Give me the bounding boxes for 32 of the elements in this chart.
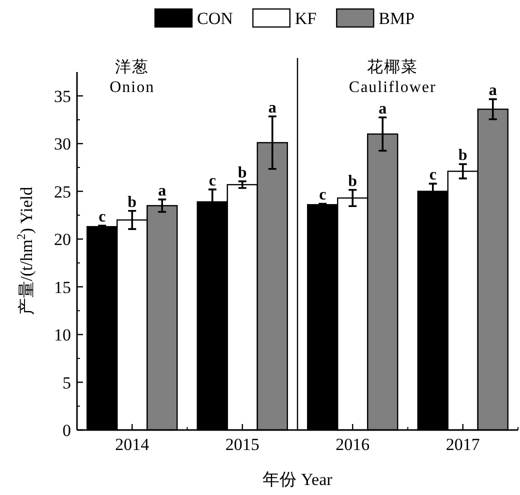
- annotation: Onion: [110, 79, 155, 96]
- data-label: b: [128, 194, 137, 211]
- y-tick-label: 25: [54, 182, 71, 202]
- data-label: a: [158, 182, 166, 200]
- data-label: b: [458, 147, 468, 164]
- data-label: b: [348, 172, 358, 190]
- data-label: c: [208, 172, 216, 190]
- data-label: c: [429, 166, 436, 184]
- y-tick-label: 0: [62, 421, 71, 440]
- y-tick-label: 30: [54, 134, 71, 154]
- y-tick-label: 5: [62, 373, 71, 392]
- data-label: c: [98, 208, 106, 226]
- data-label: a: [268, 99, 276, 116]
- x-axis-title: 年份 Year: [262, 470, 333, 489]
- x-tick-label: 2017: [446, 435, 480, 454]
- annotation: 花椰菜: [367, 58, 418, 76]
- annotation: 洋葱: [115, 58, 150, 76]
- x-tick-label: 2015: [225, 435, 260, 454]
- data-label: a: [378, 100, 387, 118]
- data-label: a: [488, 82, 497, 100]
- legend-label: CON: [197, 9, 233, 28]
- x-tick-label: 2014: [115, 435, 150, 454]
- y-tick-label: 15: [54, 278, 71, 297]
- data-label: b: [238, 164, 247, 182]
- x-tick-label: 2016: [336, 435, 370, 454]
- legend-label: BMP: [378, 9, 415, 28]
- y-tick-label: 20: [54, 230, 71, 250]
- annotation: Cauliflower: [348, 79, 436, 96]
- y-tick-label: 35: [54, 86, 71, 106]
- legend-label: KF: [294, 9, 317, 28]
- y-tick-label: 10: [54, 326, 71, 345]
- data-label: c: [319, 186, 326, 204]
